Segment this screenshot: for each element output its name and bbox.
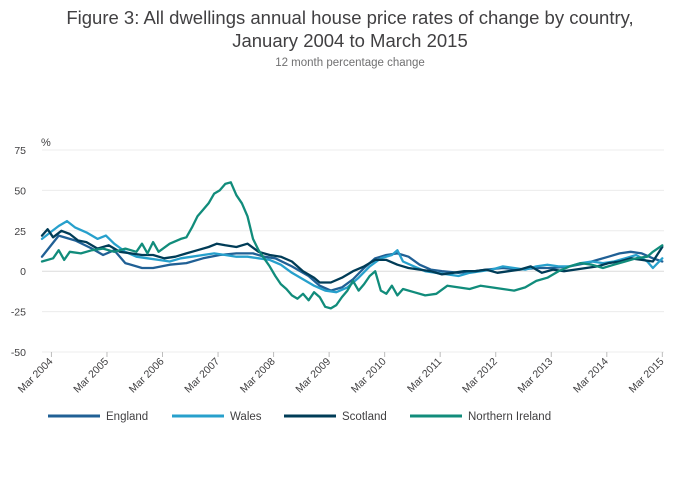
y-axis-unit-label: % <box>41 137 51 149</box>
x-tick-label: Mar 2005 <box>71 356 111 396</box>
legend-item-wales[interactable]: Wales <box>172 411 262 423</box>
y-tick-label: 0 <box>20 266 26 278</box>
series-lines <box>40 181 664 310</box>
y-tick-label: 50 <box>14 185 26 197</box>
x-tick-label: Mar 2015 <box>627 356 667 396</box>
chart-title-line-2: January 2004 to March 2015 <box>232 30 468 51</box>
chart-title: Figure 3: All dwellings annual house pri… <box>0 6 700 52</box>
legend-label: England <box>106 411 148 423</box>
y-tick-label: 75 <box>14 145 26 157</box>
x-tick-label: Mar 2008 <box>238 356 278 396</box>
x-tick-label: Mar 2010 <box>349 356 389 396</box>
legend-label: Wales <box>230 411 262 423</box>
series-line-scotland <box>40 228 664 284</box>
legend: England Wales Scotland Northern Ireland <box>48 411 551 423</box>
x-tick-label: Mar 2009 <box>293 356 333 396</box>
legend-item-northern-ireland[interactable]: Northern Ireland <box>410 411 551 423</box>
y-tick-label: 25 <box>14 226 26 238</box>
series-line-northern-ireland <box>40 181 664 310</box>
y-tick-label: -50 <box>11 347 26 359</box>
x-tick-label: Mar 2014 <box>571 356 611 396</box>
y-tick-label: -25 <box>11 307 26 319</box>
chart-title-line-1: Figure 3: All dwellings annual house pri… <box>66 7 634 28</box>
legend-item-england[interactable]: England <box>48 411 148 423</box>
x-tick-label: Mar 2012 <box>460 356 500 396</box>
x-tick-label: Mar 2007 <box>182 356 222 396</box>
y-axis-ticks: 75 50 25 0 -25 -50 <box>11 145 26 359</box>
x-tick-label: Mar 2006 <box>127 356 167 396</box>
x-tick-label: Mar 2011 <box>405 356 444 395</box>
legend-item-scotland[interactable]: Scotland <box>284 411 387 423</box>
x-tick-label: Mar 2004 <box>16 356 56 396</box>
x-axis-ticks: Mar 2004 Mar 2005 Mar 2006 Mar 2007 Mar 2008… <box>16 352 667 395</box>
chart-subtitle: 12 month percentage change <box>275 57 425 69</box>
legend-label: Scotland <box>342 411 387 423</box>
legend-label: Northern Ireland <box>468 411 551 423</box>
x-tick-label: Mar 2013 <box>516 356 556 396</box>
